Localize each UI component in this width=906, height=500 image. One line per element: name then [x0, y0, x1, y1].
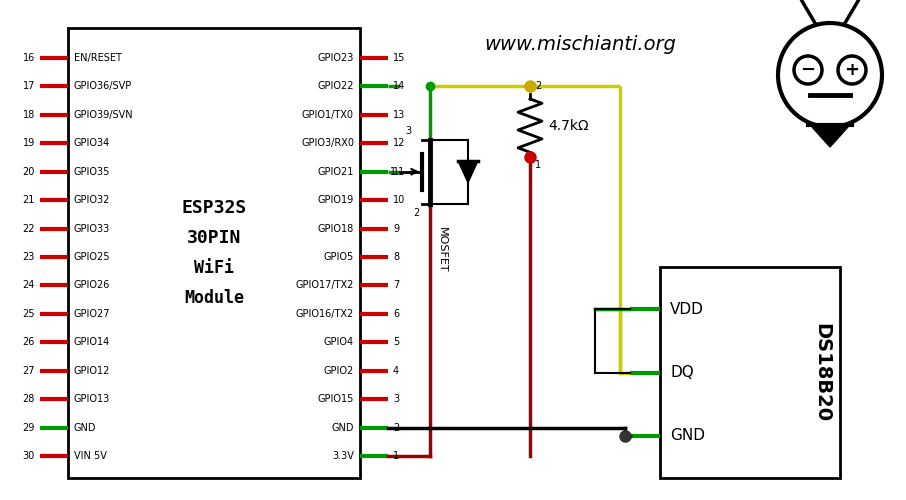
Text: GPIO26: GPIO26 — [74, 280, 111, 290]
Text: GPIO5: GPIO5 — [323, 252, 354, 262]
Text: GPIO2: GPIO2 — [323, 366, 354, 376]
Text: VIN 5V: VIN 5V — [74, 451, 107, 461]
Text: www.mischianti.org: www.mischianti.org — [484, 35, 676, 54]
Circle shape — [838, 56, 866, 84]
Text: 6: 6 — [393, 309, 400, 319]
Text: 30PIN: 30PIN — [187, 229, 241, 247]
Text: GPIO12: GPIO12 — [74, 366, 111, 376]
Text: Module: Module — [184, 289, 244, 307]
Text: GPIO22: GPIO22 — [317, 82, 354, 92]
Text: 22: 22 — [23, 224, 35, 234]
Text: GPIO34: GPIO34 — [74, 138, 111, 148]
Text: 2: 2 — [414, 208, 420, 218]
Text: 11: 11 — [393, 166, 405, 176]
Polygon shape — [458, 160, 478, 182]
Text: 21: 21 — [23, 195, 35, 205]
Text: GPIO39/SVN: GPIO39/SVN — [74, 110, 133, 120]
Text: 4: 4 — [393, 366, 400, 376]
Text: GPIO36/SVP: GPIO36/SVP — [74, 82, 132, 92]
Text: 1: 1 — [390, 166, 396, 176]
Text: GPIO15: GPIO15 — [318, 394, 354, 404]
Text: GND: GND — [74, 422, 97, 432]
Text: 3: 3 — [405, 126, 411, 136]
Text: DQ: DQ — [670, 365, 694, 380]
Text: GPIO4: GPIO4 — [323, 338, 354, 347]
Text: GPIO13: GPIO13 — [74, 394, 111, 404]
Text: 19: 19 — [23, 138, 35, 148]
Bar — [660, 267, 840, 478]
Text: VDD: VDD — [670, 302, 704, 316]
Text: GND: GND — [332, 422, 354, 432]
Text: 8: 8 — [393, 252, 400, 262]
Text: 26: 26 — [23, 338, 35, 347]
Text: EN/RESET: EN/RESET — [74, 53, 122, 63]
Text: GPIO14: GPIO14 — [74, 338, 111, 347]
Bar — [68, 28, 360, 478]
Text: GPIO32: GPIO32 — [74, 195, 111, 205]
Text: 28: 28 — [23, 394, 35, 404]
Text: WiFi: WiFi — [194, 259, 234, 277]
Text: 3.3V: 3.3V — [333, 451, 354, 461]
Text: ESP32S: ESP32S — [181, 199, 246, 217]
Text: 16: 16 — [23, 53, 35, 63]
Text: GPIO27: GPIO27 — [74, 309, 111, 319]
Text: 9: 9 — [393, 224, 400, 234]
Text: 1: 1 — [393, 451, 400, 461]
Text: 7: 7 — [393, 280, 400, 290]
Text: 2: 2 — [535, 82, 541, 92]
Text: 4.7kΩ: 4.7kΩ — [548, 118, 589, 132]
Text: 17: 17 — [23, 82, 35, 92]
Text: GPIO33: GPIO33 — [74, 224, 111, 234]
Text: 2: 2 — [393, 422, 400, 432]
Text: 18: 18 — [23, 110, 35, 120]
Text: 10: 10 — [393, 195, 405, 205]
Text: 5: 5 — [393, 338, 400, 347]
Text: GPIO25: GPIO25 — [74, 252, 111, 262]
Text: 15: 15 — [393, 53, 405, 63]
Text: 20: 20 — [23, 166, 35, 176]
Text: DS18B20: DS18B20 — [813, 323, 832, 422]
Circle shape — [794, 56, 822, 84]
Text: 30: 30 — [23, 451, 35, 461]
Text: 29: 29 — [23, 422, 35, 432]
Text: GPIO1/TX0: GPIO1/TX0 — [302, 110, 354, 120]
Text: GND: GND — [670, 428, 705, 444]
Text: GPIO21: GPIO21 — [318, 166, 354, 176]
Text: GPIO35: GPIO35 — [74, 166, 111, 176]
Text: 27: 27 — [23, 366, 35, 376]
Text: GPIO23: GPIO23 — [318, 53, 354, 63]
Text: 1: 1 — [535, 160, 541, 170]
Text: 13: 13 — [393, 110, 405, 120]
Text: 25: 25 — [23, 309, 35, 319]
Text: 14: 14 — [393, 82, 405, 92]
Text: 12: 12 — [393, 138, 405, 148]
Text: GPIO16/TX2: GPIO16/TX2 — [295, 309, 354, 319]
Text: 3: 3 — [393, 394, 400, 404]
Text: GPIO17/TX2: GPIO17/TX2 — [295, 280, 354, 290]
Text: +: + — [844, 61, 860, 79]
Circle shape — [778, 23, 882, 127]
Text: GPIO3/RX0: GPIO3/RX0 — [301, 138, 354, 148]
Text: 24: 24 — [23, 280, 35, 290]
Polygon shape — [812, 127, 848, 147]
Text: GPIO19: GPIO19 — [318, 195, 354, 205]
Text: −: − — [800, 61, 815, 79]
Text: 23: 23 — [23, 252, 35, 262]
Text: MOSFET: MOSFET — [437, 226, 447, 272]
Text: GPIO18: GPIO18 — [318, 224, 354, 234]
